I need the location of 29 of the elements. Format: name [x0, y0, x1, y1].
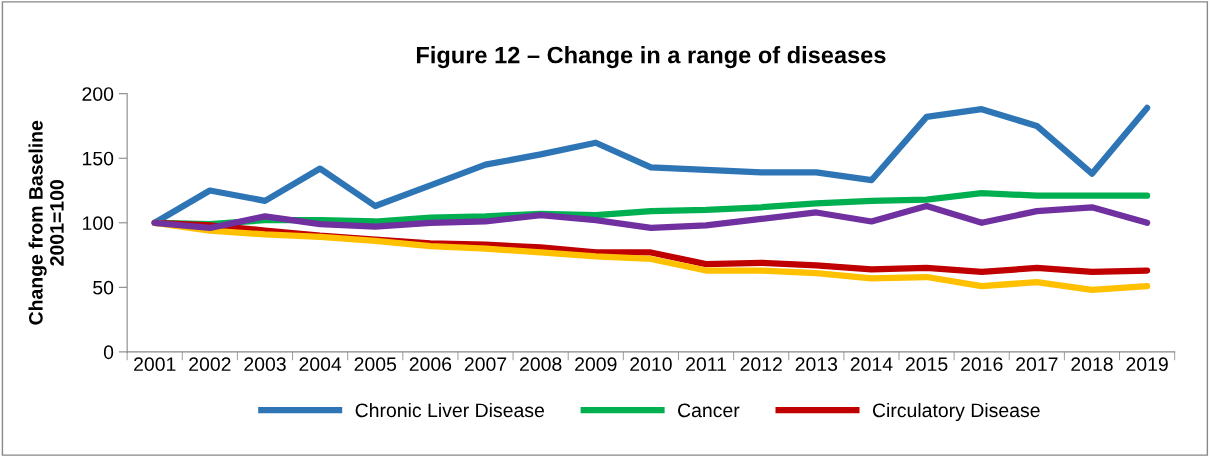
y-axis-title: Change from Baseline 2001=100	[28, 120, 64, 325]
y-tick-label: 200	[82, 87, 114, 101]
x-tick-label: 2007	[464, 357, 507, 372]
x-tick-label: 2001	[134, 357, 176, 372]
x-tick-label: 2010	[630, 357, 672, 372]
chart-title: Figure 12 – Change in a range of diseases	[416, 46, 886, 69]
legend-label: Cancer	[678, 403, 740, 418]
x-tick-label: 2017	[1016, 357, 1058, 372]
x-tick-label: 2008	[520, 357, 562, 372]
x-tick-label: 2003	[244, 357, 286, 372]
x-tick-label: 2002	[189, 357, 231, 372]
x-tick-label: 2012	[740, 357, 782, 372]
legend-label: Chronic Liver Disease	[355, 402, 544, 418]
x-tick-label: 2005	[354, 357, 397, 372]
x-tick-label: 2006	[409, 357, 452, 372]
y-tick-label: 0	[103, 345, 114, 360]
x-tick-label: 2011	[686, 357, 727, 372]
x-tick-label: 2009	[575, 357, 617, 372]
y-tick-label: 50	[93, 280, 114, 295]
x-tick-label: 2016	[961, 357, 1003, 372]
legend-label: Circulatory Disease	[872, 402, 1040, 422]
x-tick-label: 2015	[905, 357, 948, 372]
y-tick-label: 150	[83, 151, 114, 166]
x-tick-label: 2018	[1071, 357, 1113, 372]
x-tick-label: 2019	[1126, 357, 1168, 372]
y-tick-label: 100	[83, 216, 114, 231]
x-tick-label: 2014	[850, 357, 893, 372]
x-tick-label: 2004	[299, 357, 342, 372]
x-tick-label: 2013	[795, 357, 838, 372]
